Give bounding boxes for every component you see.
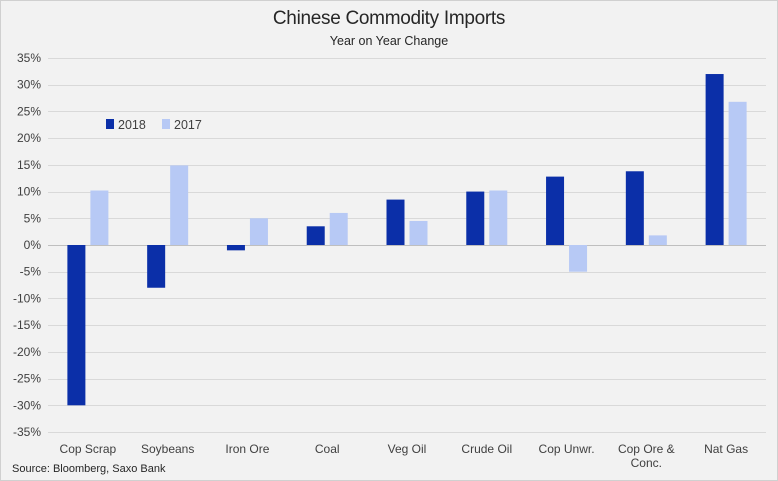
gridlines (48, 58, 766, 433)
y-axis-ticks: -35% -30% -25% -20% -15% -10% -5% 0% 5% 10% 15% 20%… (13, 51, 41, 439)
bar-2018-0 (67, 245, 86, 406)
y-tick-label: 10% (17, 185, 41, 199)
x-tick-label: Coal (315, 442, 340, 456)
y-tick-label: -25% (13, 372, 41, 386)
bar-2018-6 (546, 176, 565, 245)
legend: 2018 2017 (106, 118, 202, 132)
bar-2017-3 (329, 212, 348, 245)
y-tick-label: 25% (17, 104, 41, 118)
y-tick-label: 0% (24, 238, 42, 252)
chart-title: Chinese Commodity Imports (272, 8, 506, 29)
bar-2017-5 (489, 190, 508, 245)
x-tick-label: Cop Unwr. (539, 442, 595, 456)
legend-label-2018: 2018 (118, 118, 146, 132)
bar-2017-8 (728, 101, 747, 245)
y-tick-label: 35% (17, 51, 41, 65)
x-tick-label: Veg Oil (388, 442, 427, 456)
bar-2017-6 (569, 245, 588, 272)
y-tick-label: -30% (13, 398, 41, 412)
x-tick-label: Cop Ore & Conc. (618, 442, 675, 470)
x-tick-label: Cop Scrap (60, 442, 117, 456)
bar-2018-3 (306, 226, 325, 245)
bar-2017-0 (90, 190, 109, 245)
bar-2017-7 (648, 235, 667, 245)
y-tick-label: 20% (17, 131, 41, 145)
bar-2018-1 (147, 245, 166, 288)
y-tick-label: -20% (13, 345, 41, 359)
x-tick-label: Iron Ore (225, 442, 269, 456)
bar-2017-2 (249, 218, 268, 245)
x-tick-label: Nat Gas (704, 442, 748, 456)
y-tick-label: 5% (24, 211, 42, 225)
y-tick-label: 15% (17, 158, 41, 172)
legend-swatch-2018 (106, 119, 114, 129)
source-note: Source: Bloomberg, Saxo Bank (12, 463, 166, 475)
bars (67, 74, 747, 406)
bar-2018-2 (226, 245, 245, 251)
y-tick-label: -5% (20, 265, 42, 279)
y-tick-label: 30% (17, 78, 41, 92)
x-tick-label: Soybeans (141, 442, 194, 456)
bar-2018-5 (466, 191, 485, 245)
legend-swatch-2017 (162, 119, 170, 129)
chart-subtitle: Year on Year Change (329, 34, 449, 48)
x-axis-ticks: Cop Scrap Soybeans Iron Ore Coal Veg Oil Crud… (60, 442, 749, 470)
legend-label-2017: 2017 (174, 118, 202, 132)
x-tick-label: Crude Oil (461, 442, 512, 456)
bar-2018-8 (705, 74, 724, 246)
bar-2018-7 (625, 171, 644, 245)
bar-2017-4 (409, 220, 428, 245)
bar-2017-1 (170, 165, 189, 245)
y-tick-label: -35% (13, 425, 41, 439)
y-tick-label: -10% (13, 291, 41, 305)
bar-2018-4 (386, 199, 405, 245)
y-tick-label: -15% (13, 318, 41, 332)
